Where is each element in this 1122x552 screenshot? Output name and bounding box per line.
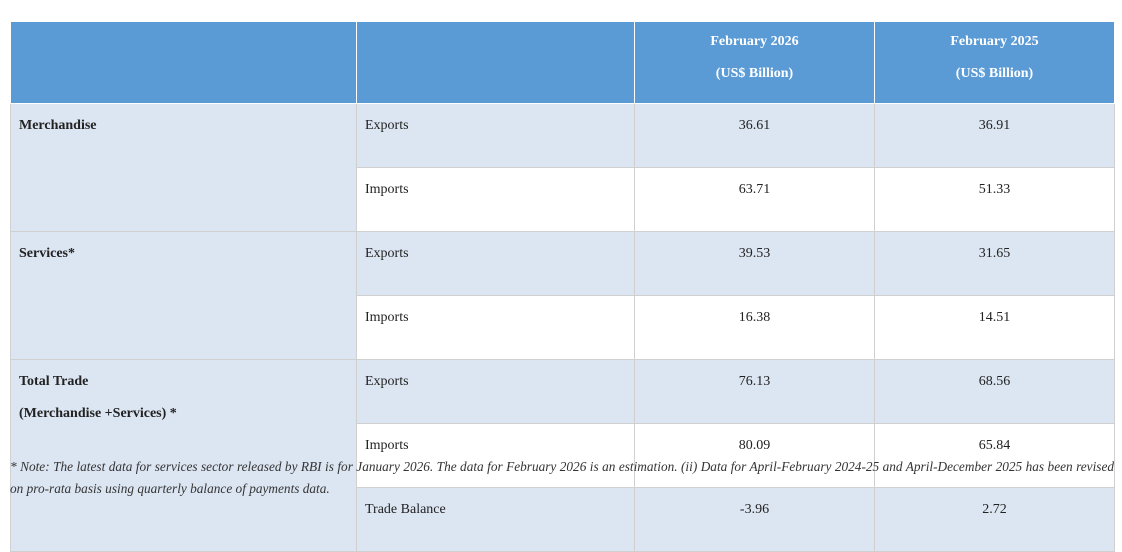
value-feb-2025: 65.84 xyxy=(874,423,1115,488)
header-type xyxy=(356,21,635,104)
table-row: Imports 16.38 14.51 xyxy=(11,295,1115,360)
value-feb-2026: 39.53 xyxy=(634,231,875,296)
value-feb-2025: 68.56 xyxy=(874,359,1115,424)
type-cell: Exports xyxy=(356,231,635,296)
table-row: Imports 63.71 51.33 xyxy=(11,167,1115,232)
table-header-row: February 2026 (US$ Billion) February 202… xyxy=(10,21,1115,104)
value-feb-2026: 63.71 xyxy=(634,167,875,232)
trade-table-container: February 2026 (US$ Billion) February 202… xyxy=(10,21,1115,552)
category-sublabel: (Merchandise +Services) * xyxy=(19,406,177,421)
category-label: Services* xyxy=(19,246,75,261)
header-feb-2025-period: February 2025 xyxy=(950,34,1039,49)
trade-table: February 2026 (US$ Billion) February 202… xyxy=(10,21,1115,552)
table-row: Total Trade (Merchandise +Services) * Ex… xyxy=(10,359,1115,552)
header-feb-2025: February 2025 (US$ Billion) xyxy=(874,21,1115,104)
type-cell: Imports xyxy=(356,167,635,232)
category-label: Total Trade xyxy=(19,374,89,389)
header-feb-2026: February 2026 (US$ Billion) xyxy=(634,21,875,104)
value-feb-2026: 80.09 xyxy=(634,423,875,488)
header-feb-2026-unit: (US$ Billion) xyxy=(715,66,794,81)
type-cell: Exports xyxy=(356,103,635,168)
value-feb-2026: 36.61 xyxy=(634,103,875,168)
table-row: Services* Exports 39.53 31.65 xyxy=(10,231,1115,360)
footnote: * Note: The latest data for services sec… xyxy=(10,459,1114,496)
table-row: Merchandise Exports 36.61 36.91 xyxy=(10,103,1115,232)
value-feb-2025: 51.33 xyxy=(874,167,1115,232)
category-label: Merchandise xyxy=(19,118,97,133)
type-cell: Imports xyxy=(356,295,635,360)
header-category xyxy=(10,21,357,104)
type-cell: Imports xyxy=(356,423,635,488)
value-feb-2026: 16.38 xyxy=(634,295,875,360)
value-feb-2026: 76.13 xyxy=(634,359,875,424)
header-feb-2026-period: February 2026 xyxy=(710,34,799,49)
header-feb-2025-unit: (US$ Billion) xyxy=(955,66,1034,81)
table-row: Imports 80.09 65.84 xyxy=(11,423,1115,488)
value-feb-2025: 36.91 xyxy=(874,103,1115,168)
value-feb-2025: 14.51 xyxy=(874,295,1115,360)
type-cell: Exports xyxy=(356,359,635,424)
category-merchandise: Merchandise xyxy=(10,103,357,232)
value-feb-2025: 31.65 xyxy=(874,231,1115,296)
category-services: Services* xyxy=(10,231,357,360)
